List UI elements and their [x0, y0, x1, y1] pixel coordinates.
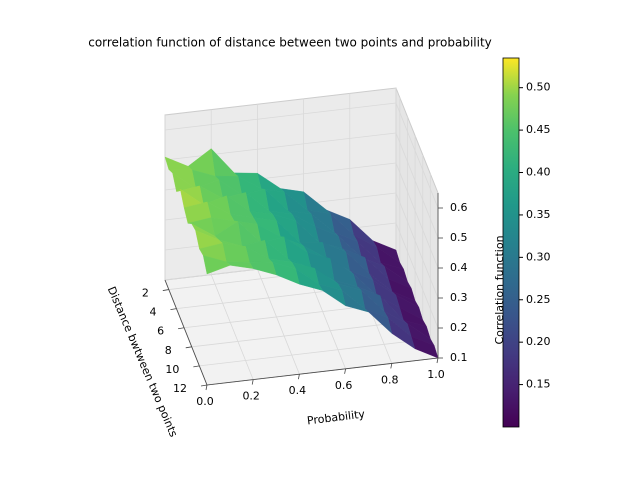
x-tick: [436, 357, 439, 364]
grid-line: [164, 102, 397, 131]
y-tick-label: 8: [165, 344, 172, 357]
grid-line: [395, 132, 439, 239]
colorbar-tick-label: 0.30: [526, 250, 551, 263]
grid-line: [395, 192, 439, 299]
x-tick-label: 0.2: [242, 390, 260, 403]
y-tick: [200, 384, 208, 387]
x-tick: [390, 363, 393, 369]
y-tick-label: 6: [157, 325, 164, 338]
grid-line: [395, 162, 439, 269]
x-tick-label: 0.6: [335, 379, 353, 392]
surface: [164, 148, 439, 359]
grid-line: [199, 338, 431, 367]
grid-line: [210, 274, 254, 380]
grid-line: [395, 102, 439, 209]
y-tick: [162, 289, 169, 291]
y-tick-label: 2: [142, 287, 149, 300]
grid-line: [257, 269, 300, 375]
colorbar-tick-label: 0.15: [526, 378, 551, 391]
colorbar-tick-label: 0.50: [526, 81, 551, 94]
x-tick-label: 0.0: [196, 395, 214, 408]
x-tick: [344, 368, 346, 374]
y-tick: [170, 308, 177, 311]
surface-face: [202, 255, 231, 275]
z-tick-label: 0.2: [450, 321, 468, 334]
y-tick-label: 4: [149, 306, 156, 319]
z-tick-label: 0.1: [450, 351, 468, 364]
grid-line: [395, 222, 439, 329]
z-tick-label: 0.6: [450, 201, 468, 214]
colorbar-tick-label: 0.40: [526, 166, 551, 179]
colorbar: 0.15 0.20 0.25 0.30 0.35 0.40 0.45 0.50: [502, 57, 551, 428]
x-tick: [205, 384, 208, 391]
z-tick-label: 0.5: [450, 231, 468, 244]
x-axis-label: Probability: [306, 407, 366, 427]
y-tick: [178, 327, 185, 330]
z-tick-label: 0.3: [450, 291, 468, 304]
axis-line: [164, 279, 208, 386]
y-tick: [193, 365, 200, 368]
z-tick-label: 0.4: [450, 261, 468, 274]
x-tick: [298, 374, 300, 380]
x-tick-label: 1.0: [427, 368, 445, 381]
axis-line: [206, 357, 439, 386]
x-tick: [251, 379, 254, 385]
y-tick: [185, 346, 192, 349]
colorbar-scale: [502, 57, 520, 428]
y-tick-label: 10: [165, 363, 179, 376]
colorbar-tick-label: 0.45: [526, 123, 551, 136]
y-tick-label: 12: [173, 382, 187, 395]
colorbar-tick-label: 0.25: [526, 293, 551, 306]
colorbar-tick-label: 0.35: [526, 208, 551, 221]
colorbar-tick-label: 0.20: [526, 335, 551, 348]
chart-title: correlation function of distance between…: [88, 36, 492, 50]
x-tick-label: 0.4: [289, 384, 307, 397]
x-tick-label: 0.8: [381, 373, 399, 386]
